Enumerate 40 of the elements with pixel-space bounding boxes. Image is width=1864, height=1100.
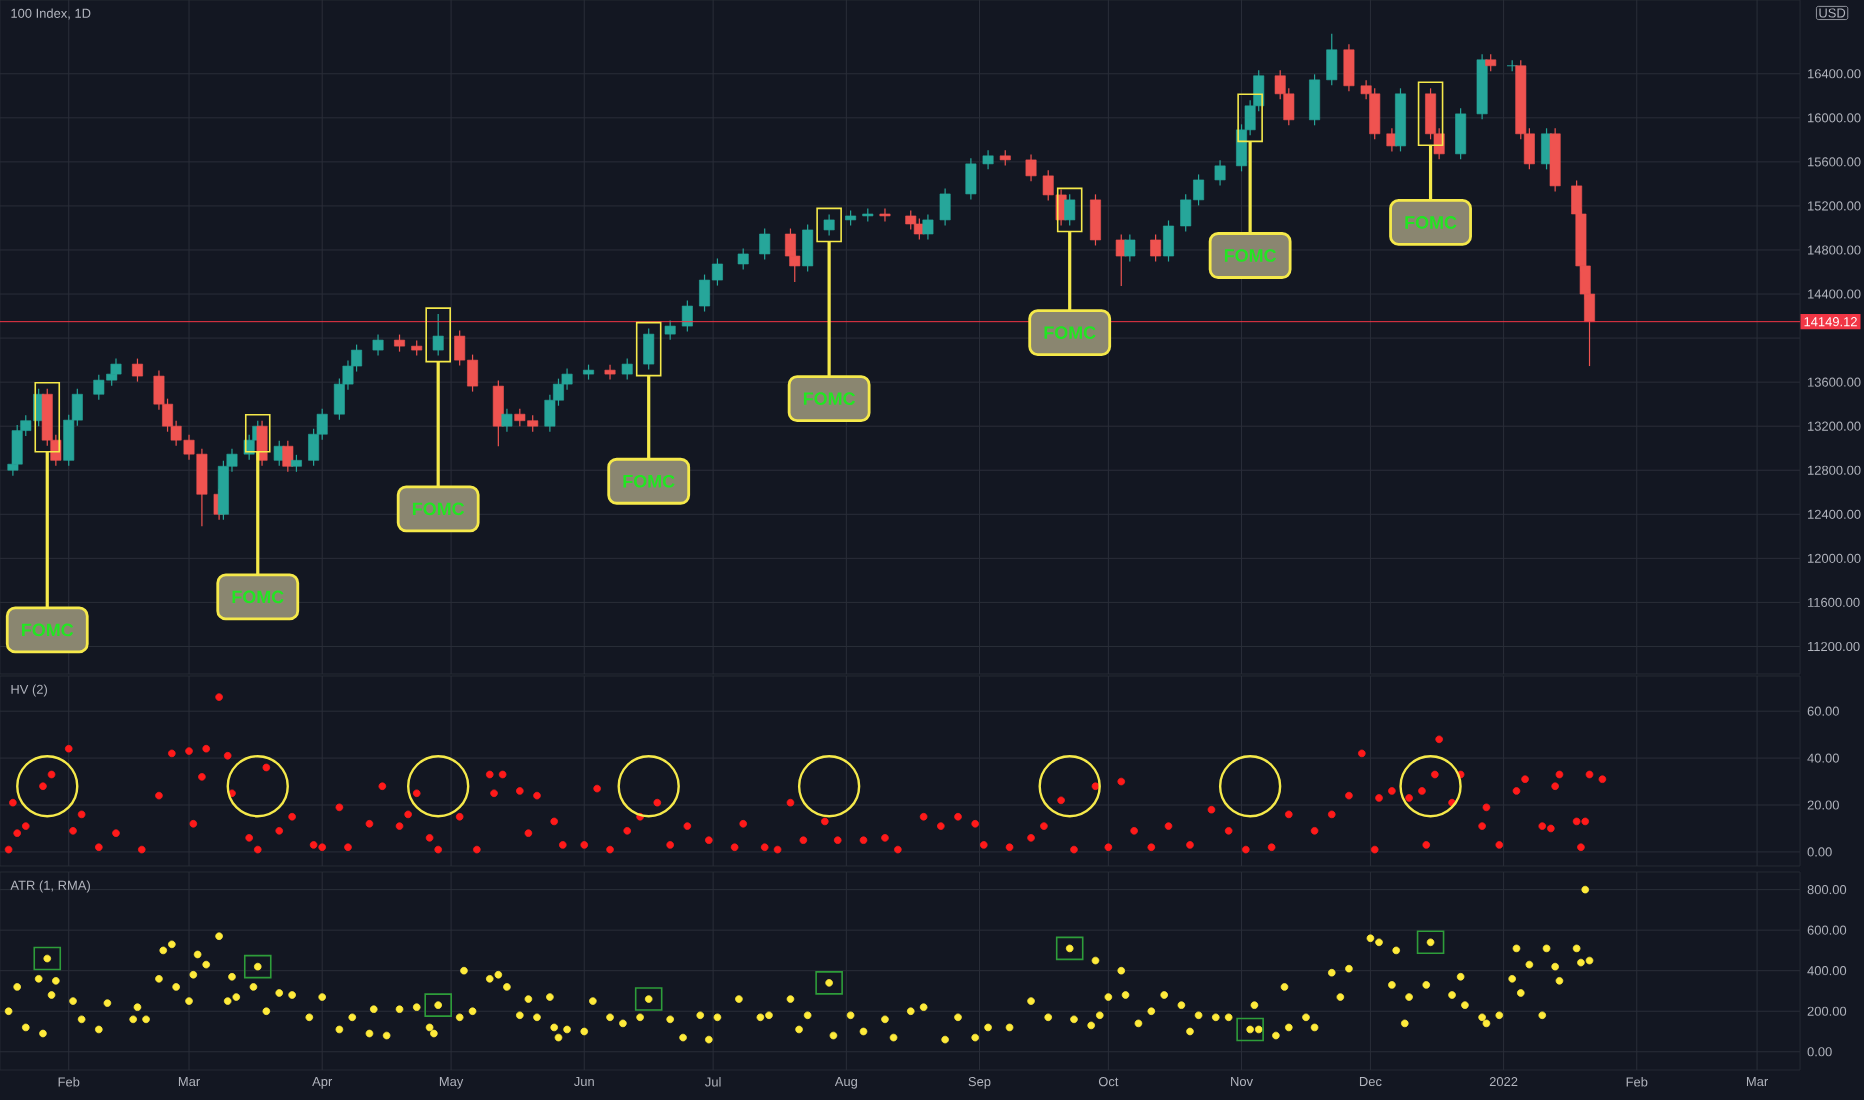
candlestick [759, 227, 771, 261]
annotation: FOMC [1224, 249, 1277, 262]
annotation: FOMC [412, 502, 465, 516]
candlestick [1150, 233, 1162, 263]
candlestick [432, 313, 444, 357]
candlestick [372, 333, 384, 357]
candlestick [1124, 233, 1136, 263]
annotation: FOMC [623, 474, 675, 488]
candlestick [1064, 193, 1076, 227]
candlestick [922, 213, 934, 241]
annotation: FOMC [22, 623, 74, 637]
candlestick [1309, 73, 1321, 126]
candlestick [982, 149, 994, 170]
annotation: FOMC [1405, 216, 1457, 229]
candlestick [1214, 159, 1226, 187]
candlestick [492, 380, 504, 447]
candlestick [879, 207, 891, 223]
candlestick [132, 357, 143, 383]
annotation: FOMC [803, 392, 856, 406]
candlestick [802, 223, 814, 273]
annotation: FOMC [1044, 326, 1096, 339]
candlestick [965, 157, 977, 201]
candlestick [282, 440, 294, 473]
candlestick [664, 319, 676, 341]
candlestick [604, 364, 616, 381]
candlestick [1326, 33, 1338, 86]
candlestick [1025, 153, 1037, 182]
candlestick [621, 357, 633, 381]
candlestick [737, 247, 749, 271]
candlestick [1163, 219, 1174, 263]
candlestick [110, 357, 122, 381]
candlestick [939, 187, 951, 227]
candlestick [1455, 107, 1467, 160]
candlestick [643, 328, 655, 371]
candlestick [501, 408, 513, 433]
annotation: FOMC [232, 590, 284, 604]
candlestick [1090, 193, 1101, 247]
candlestick [681, 299, 693, 333]
candlestick [823, 213, 835, 237]
candlestick [1343, 43, 1355, 92]
